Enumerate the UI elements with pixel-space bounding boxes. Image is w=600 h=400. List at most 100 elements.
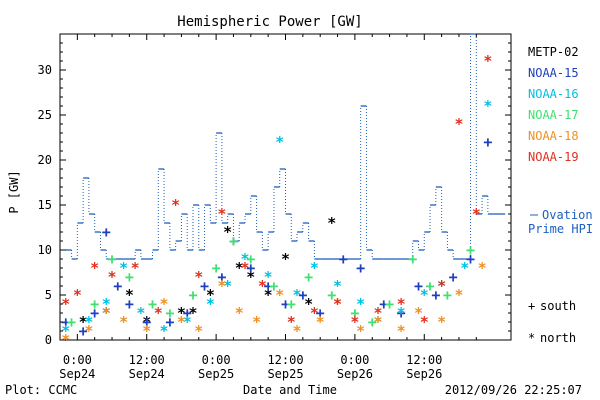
legend-marker-label: north bbox=[540, 331, 576, 345]
x-tick-label-date: Sep24 bbox=[59, 367, 95, 381]
x-tick-label-date: Sep24 bbox=[129, 367, 165, 381]
data-point: * bbox=[102, 295, 111, 313]
data-point: * bbox=[281, 250, 290, 268]
y-tick-label: 20 bbox=[38, 153, 52, 167]
data-point: + bbox=[90, 304, 99, 322]
x-tick-label-time: 0:00 bbox=[63, 353, 92, 367]
data-point: * bbox=[102, 304, 111, 322]
y-tick-label: 10 bbox=[38, 243, 52, 257]
data-point: * bbox=[275, 286, 284, 304]
data-point: + bbox=[449, 268, 458, 286]
data-point: * bbox=[217, 277, 226, 295]
data-point: * bbox=[73, 286, 82, 304]
data-point: * bbox=[160, 322, 169, 340]
data-point: + bbox=[466, 250, 475, 268]
y-tick-label: 30 bbox=[38, 63, 52, 77]
legend-entry: NOAA-17 bbox=[528, 108, 579, 122]
data-point: * bbox=[437, 313, 446, 331]
data-point: * bbox=[373, 313, 382, 331]
data-point: + bbox=[431, 286, 440, 304]
x-axis-label: Date and Time bbox=[243, 383, 337, 397]
legend-entry: METP-02 bbox=[528, 45, 579, 59]
data-point: * bbox=[454, 286, 463, 304]
data-point: + bbox=[350, 304, 359, 322]
data-point: * bbox=[79, 313, 88, 331]
chart-title: Hemispheric Power [GW] bbox=[177, 14, 362, 30]
data-point: + bbox=[148, 295, 157, 313]
data-point: + bbox=[102, 223, 111, 241]
data-point: * bbox=[194, 268, 203, 286]
data-point: * bbox=[454, 115, 463, 133]
data-point: * bbox=[125, 286, 134, 304]
legend-entry: NOAA-16 bbox=[528, 87, 579, 101]
data-point: * bbox=[61, 322, 70, 340]
data-point: * bbox=[397, 322, 406, 340]
data-point: * bbox=[373, 304, 382, 322]
data-point: + bbox=[466, 241, 475, 259]
x-tick-label-date: Sep26 bbox=[337, 367, 373, 381]
data-point: + bbox=[183, 304, 192, 322]
data-point: * bbox=[483, 52, 492, 70]
data-point: * bbox=[90, 259, 99, 277]
x-tick-label-time: 12:00 bbox=[129, 353, 165, 367]
data-point: + bbox=[269, 277, 278, 295]
y-tick-label: 15 bbox=[38, 198, 52, 212]
data-point: + bbox=[67, 313, 76, 331]
data-point: * bbox=[293, 286, 302, 304]
data-point: * bbox=[241, 250, 250, 268]
data-point: * bbox=[333, 295, 342, 313]
data-point: * bbox=[414, 304, 423, 322]
data-point: + bbox=[165, 313, 174, 331]
data-point: * bbox=[437, 277, 446, 295]
x-tick-label-date: Sep25 bbox=[198, 367, 234, 381]
data-point: * bbox=[304, 295, 313, 313]
data-point: * bbox=[246, 268, 255, 286]
data-point: * bbox=[460, 259, 469, 277]
y-axis-label: P [GW] bbox=[7, 170, 21, 213]
x-tick-label-time: 12:00 bbox=[267, 353, 303, 367]
data-point: + bbox=[188, 286, 197, 304]
legend-ovation-label: Ovation bbox=[542, 208, 593, 222]
data-point: + bbox=[356, 259, 365, 277]
x-tick-label-date: Sep25 bbox=[267, 367, 303, 381]
data-point: * bbox=[258, 277, 267, 295]
legend-marker-label: south bbox=[540, 299, 576, 313]
data-point: * bbox=[420, 313, 429, 331]
x-tick-label-time: 0:00 bbox=[202, 353, 231, 367]
data-point: * bbox=[84, 322, 93, 340]
data-point: * bbox=[252, 313, 261, 331]
data-point: * bbox=[373, 313, 382, 331]
data-point: * bbox=[241, 259, 250, 277]
data-point: + bbox=[281, 295, 290, 313]
data-point: * bbox=[223, 223, 232, 241]
data-point: * bbox=[420, 286, 429, 304]
data-point: * bbox=[287, 313, 296, 331]
data-point: + bbox=[61, 313, 70, 331]
data-point: + bbox=[483, 133, 492, 151]
data-point: + bbox=[316, 304, 325, 322]
data-point: * bbox=[108, 268, 117, 286]
data-point: + bbox=[90, 295, 99, 313]
data-point: * bbox=[131, 259, 140, 277]
data-point: * bbox=[350, 313, 359, 331]
data-point: * bbox=[177, 313, 186, 331]
data-point: * bbox=[333, 277, 342, 295]
data-point: + bbox=[287, 295, 296, 313]
data-point: * bbox=[102, 304, 111, 322]
legend-marker-symbol: * bbox=[528, 331, 535, 345]
legend-entry: NOAA-18 bbox=[528, 129, 579, 143]
data-point: + bbox=[246, 250, 255, 268]
data-point: * bbox=[206, 286, 215, 304]
data-point: + bbox=[426, 277, 435, 295]
data-point: * bbox=[235, 304, 244, 322]
data-point: + bbox=[264, 277, 273, 295]
data-point: * bbox=[119, 313, 128, 331]
data-point: + bbox=[229, 232, 238, 250]
data-point: * bbox=[136, 304, 145, 322]
data-point: * bbox=[327, 214, 336, 232]
legend-marker-symbol: + bbox=[528, 299, 535, 313]
data-point: * bbox=[61, 295, 70, 313]
data-point: * bbox=[264, 286, 273, 304]
data-point: + bbox=[113, 277, 122, 295]
